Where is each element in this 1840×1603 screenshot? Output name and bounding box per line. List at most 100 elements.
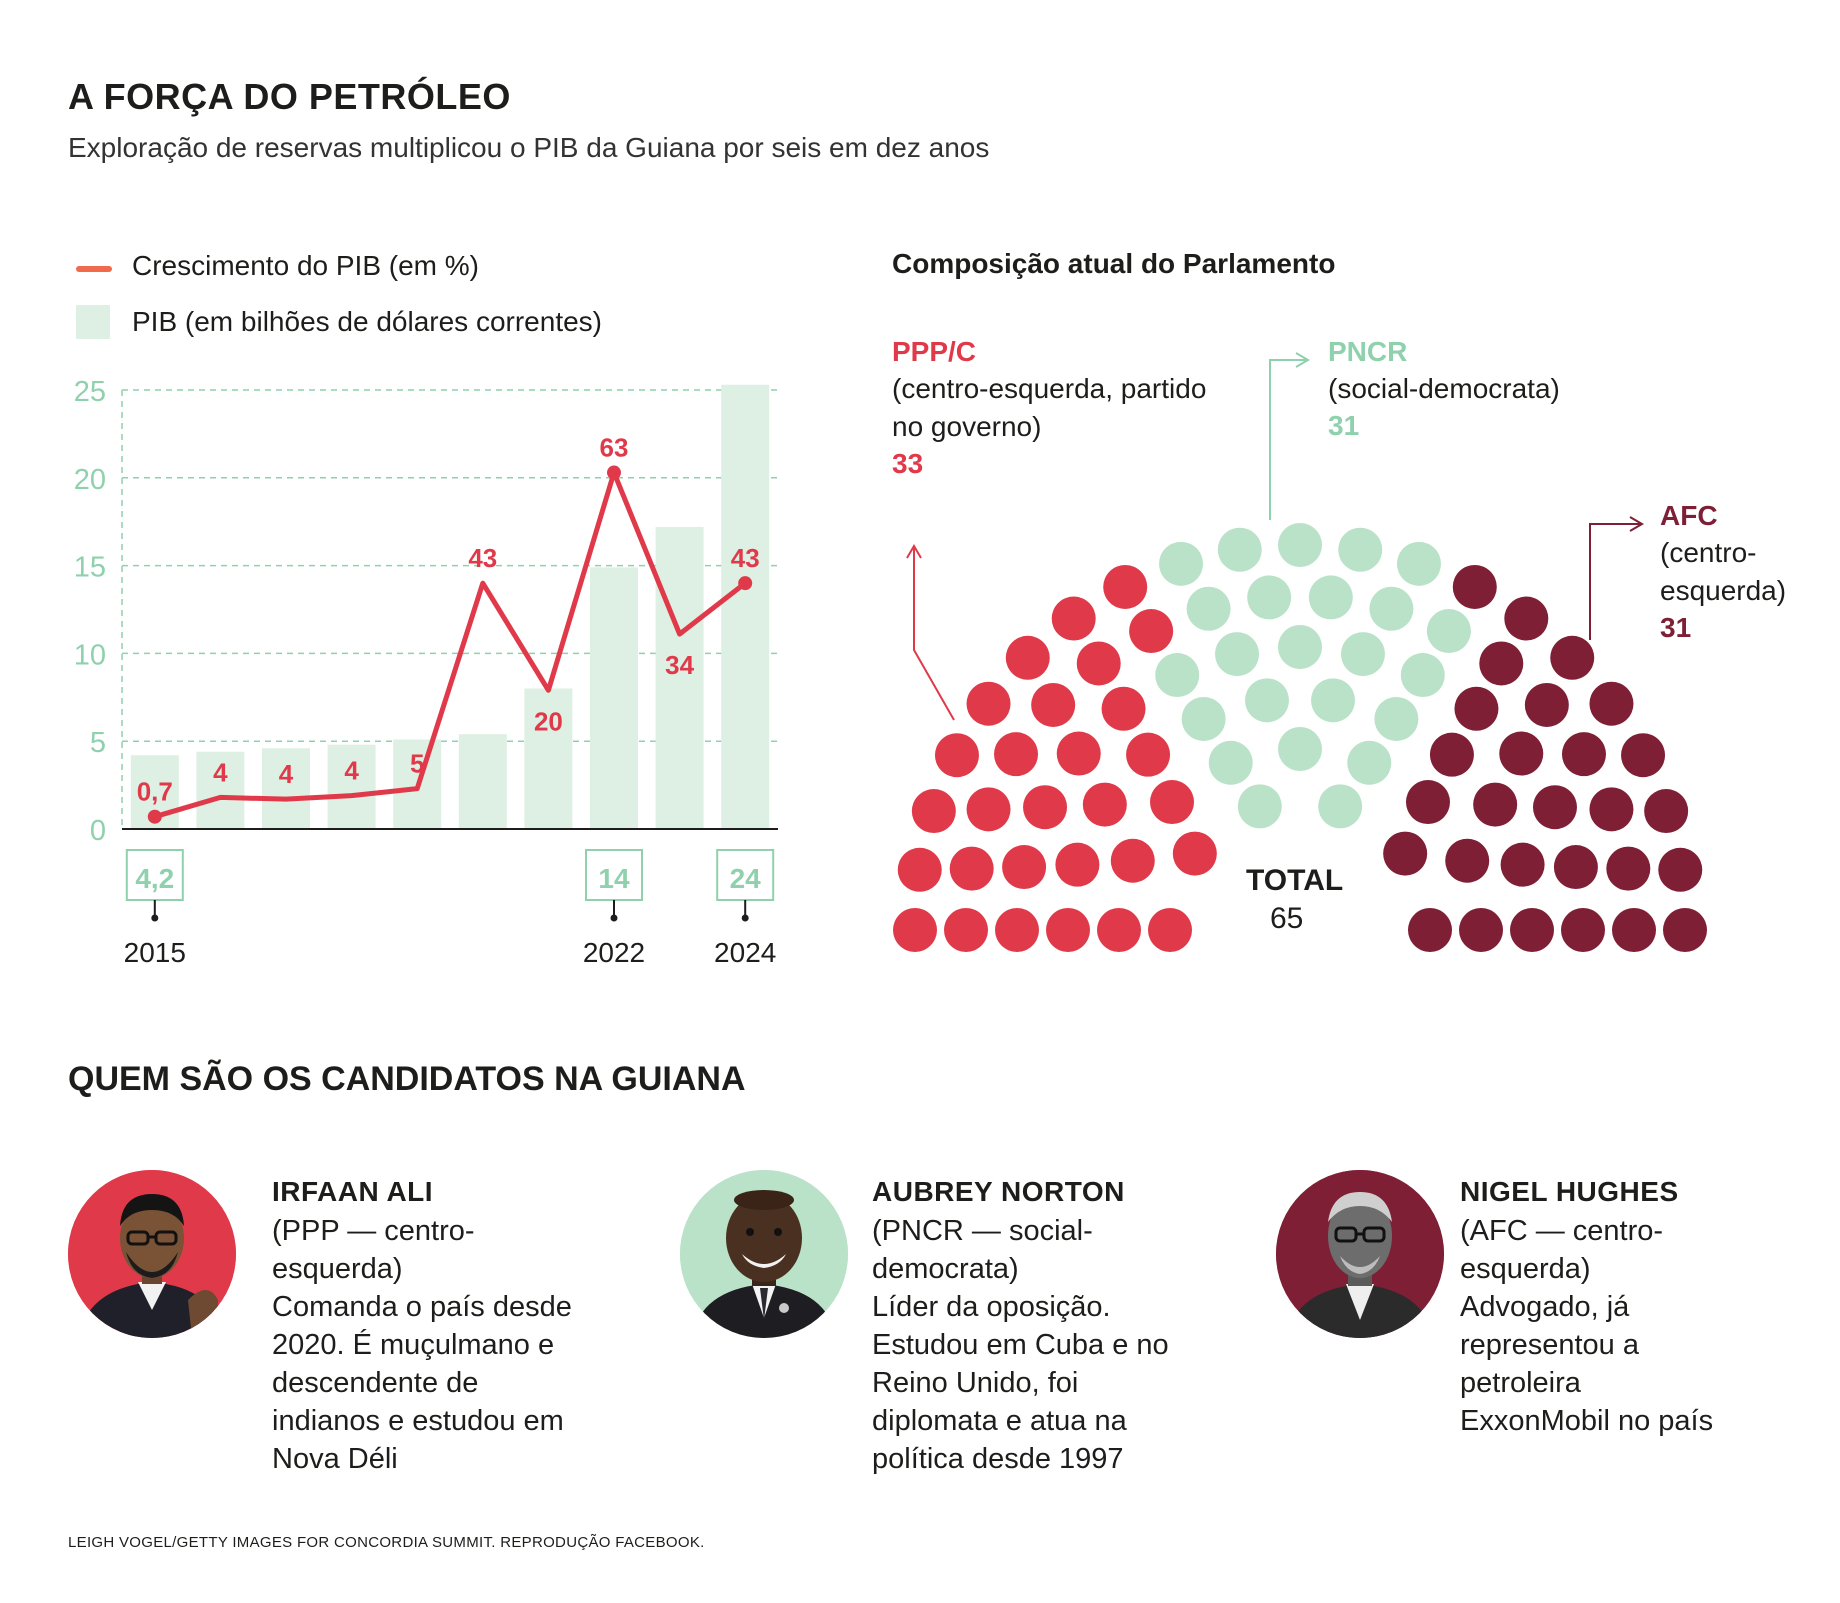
bar-value-box	[585, 849, 643, 901]
seat-pncr	[1426, 609, 1471, 654]
seat-ppp	[966, 787, 1011, 832]
seat-pncr	[1244, 678, 1289, 723]
seat-pncr	[1217, 527, 1262, 572]
growth-data-label: 4	[279, 759, 294, 789]
seat-pncr	[1237, 784, 1282, 829]
candidate-text-nigel-hughes: (AFC — centro- esquerda) Advogado, já re…	[1460, 1215, 1714, 1437]
page-title: A FORÇA DO PETRÓLEO	[68, 76, 511, 117]
legend-growth-label: Crescimento do PIB (em %)	[132, 250, 479, 281]
seat-afc	[1589, 681, 1634, 726]
seat-afc	[1621, 733, 1666, 778]
party-afc-desc: (centro- esquerda)	[1660, 537, 1787, 606]
growth-data-label: 43	[468, 543, 497, 573]
legend-gdp-swatch	[76, 305, 110, 339]
party-ppp-name: PPP/C	[892, 336, 977, 367]
seat-pncr	[1369, 586, 1414, 631]
seat-afc	[1459, 908, 1503, 952]
seat-ppp	[911, 789, 956, 834]
page-subtitle: Exploração de reservas multiplicou o PIB…	[68, 132, 990, 163]
seat-pncr	[1374, 696, 1419, 741]
legend-gdp-label: PIB (em bilhões de dólares correntes)	[132, 306, 602, 337]
party-ppp-seats: 33	[892, 448, 924, 479]
seat-afc	[1561, 732, 1606, 777]
seat-pncr	[1347, 740, 1392, 785]
legend-growth-swatch	[76, 266, 112, 272]
growth-data-label: 34	[665, 650, 694, 680]
gdp-bar	[721, 384, 770, 829]
seat-afc	[1561, 908, 1605, 952]
seat-pncr	[1318, 784, 1363, 829]
bar-value-box	[716, 849, 775, 901]
party-pncr-seats: 31	[1328, 410, 1360, 441]
afc-leader-line	[1589, 523, 1640, 640]
seat-ppp	[1002, 845, 1047, 890]
year-tick-dot	[151, 914, 159, 922]
photo-credit: LEIGH VOGEL/GETTY IMAGES FOR CONCORDIA S…	[68, 1534, 705, 1551]
growth-data-label: 20	[534, 706, 563, 736]
seat-pncr	[1308, 575, 1353, 620]
gdp-bar	[590, 567, 638, 829]
y-tick-label: 5	[90, 727, 106, 759]
seat-pncr	[1186, 586, 1231, 631]
seat-afc	[1429, 732, 1474, 777]
seat-ppp	[1148, 908, 1192, 952]
seat-ppp	[897, 847, 942, 892]
party-afc-seats: 31	[1660, 612, 1692, 643]
seat-ppp	[994, 732, 1039, 777]
gdp-bar	[327, 744, 376, 829]
seat-ppp	[1101, 686, 1146, 731]
y-tick-label: 15	[74, 552, 106, 584]
seat-afc	[1550, 635, 1595, 680]
growth-data-label: 0,7	[137, 777, 173, 807]
party-pncr-name: PNCR	[1328, 336, 1408, 367]
growth-data-label: 4	[344, 756, 359, 786]
seat-pncr	[1159, 541, 1204, 586]
gdp-bar	[262, 748, 310, 829]
candidate-name-aubrey-norton: AUBREY NORTON	[872, 1176, 1125, 1207]
candidate-text-irfaan-ali: (PPP — centro- esquerda) Comanda o país …	[272, 1215, 572, 1475]
year-label: 2024	[714, 937, 776, 968]
gdp-chart: 0 5 10 15 20 25 0,7 4 4 4 5 43 20 63 34 43 4,2 2015 14 2022…	[74, 376, 778, 968]
growth-point	[607, 465, 621, 480]
bar-value-label: 4,2	[135, 863, 174, 894]
party-afc-name: AFC	[1660, 500, 1718, 531]
y-tick-label: 25	[74, 376, 106, 408]
seat-afc	[1383, 831, 1428, 876]
seat-afc	[1553, 845, 1598, 890]
avatar-aubrey-norton	[680, 1170, 848, 1338]
candidate-name-irfaan-ali: IRFAAN ALI	[272, 1176, 434, 1207]
seat-afc	[1532, 785, 1577, 830]
y-tick-label: 10	[74, 639, 106, 671]
seat-afc	[1663, 908, 1707, 952]
seat-pncr	[1340, 632, 1385, 677]
afc-leader-arrow	[1629, 516, 1644, 532]
y-tick-label: 20	[74, 464, 106, 496]
seat-pncr	[1396, 541, 1441, 586]
growth-point	[147, 809, 162, 824]
seat-afc	[1405, 780, 1450, 825]
growth-point	[738, 576, 753, 591]
seat-ppp	[1126, 732, 1171, 777]
candidates-title: QUEM SÃO OS CANDIDATOS NA GUIANA	[68, 1060, 746, 1098]
year-label: 2015	[124, 937, 186, 968]
seat-ppp	[1172, 831, 1217, 876]
bar-value-label: 14	[598, 863, 630, 894]
bar-value-label: 24	[730, 863, 762, 894]
bar-value-box	[125, 849, 184, 901]
seat-ppp	[1082, 782, 1127, 827]
seat-afc	[1445, 838, 1490, 883]
seat-pncr	[1338, 527, 1383, 572]
seat-ppp	[1046, 908, 1090, 952]
candidate-text-aubrey-norton: (PNCR — social- democrata) Líder da opos…	[872, 1215, 1169, 1475]
seat-afc	[1473, 782, 1518, 827]
seat-pncr	[1247, 575, 1292, 620]
gdp-bar	[458, 734, 507, 829]
seat-pncr	[1208, 740, 1253, 785]
ppp-leader-line	[913, 548, 955, 721]
year-tick-dot	[610, 914, 618, 922]
seat-pncr	[1400, 653, 1445, 698]
y-tick-label: 0	[90, 815, 106, 847]
growth-data-label: 5	[410, 749, 424, 779]
party-ppp-desc: (centro-esquerda, partido no governo)	[892, 373, 1207, 442]
seat-ppp	[1055, 842, 1100, 887]
